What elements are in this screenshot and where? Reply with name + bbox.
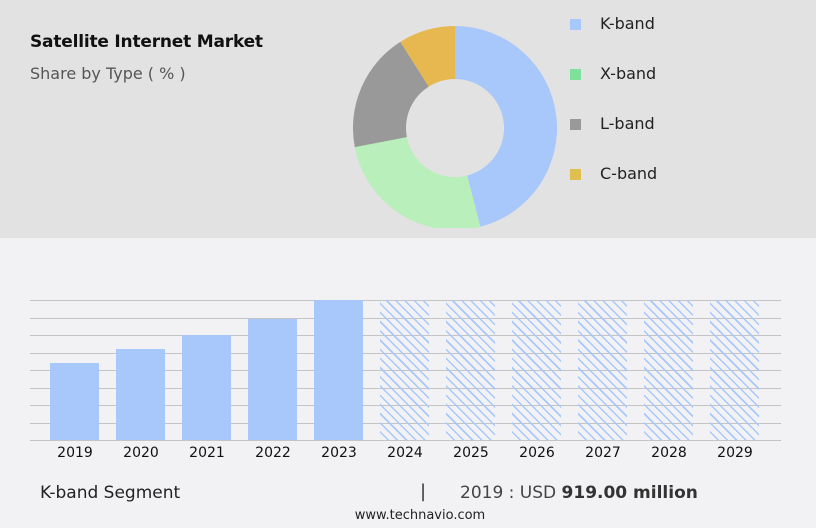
x-axis-label: 2024 xyxy=(387,445,423,461)
x-axis-label: 2029 xyxy=(717,445,753,461)
bar-2027 xyxy=(578,300,627,440)
donut-slice-x-band xyxy=(354,137,481,228)
bar-2024 xyxy=(380,300,429,440)
donut-clip xyxy=(0,0,816,228)
segment-value: 2019 : USD 919.00 million xyxy=(460,483,698,503)
x-axis-label: 2026 xyxy=(519,445,555,461)
chart-subtitle: Share by Type ( % ) xyxy=(30,64,186,83)
x-axis-label: 2025 xyxy=(453,445,489,461)
legend-swatch xyxy=(570,119,581,130)
share-panel: Satellite Internet Market Share by Type … xyxy=(0,0,816,238)
bar-2023 xyxy=(314,300,363,440)
segment-label: K-band Segment xyxy=(40,483,181,503)
bar-2025 xyxy=(446,300,495,440)
bar-2022 xyxy=(248,319,297,440)
x-axis-label: 2019 xyxy=(57,445,93,461)
x-axis-label: 2021 xyxy=(189,445,225,461)
source-url: www.technavio.com xyxy=(354,508,486,523)
legend-label: L-band xyxy=(600,114,655,133)
donut-chart xyxy=(353,26,557,228)
x-axis-label: 2020 xyxy=(123,445,159,461)
footer-separator: | xyxy=(420,481,427,502)
bar-2026 xyxy=(512,300,561,440)
bar-chart: 2019 2020 2021 2022 2023 2024 2025 2026 2027 2028… xyxy=(0,238,816,478)
gridline xyxy=(30,440,781,441)
bar-2028 xyxy=(644,300,693,440)
legend-swatch xyxy=(570,69,581,80)
legend-swatch xyxy=(570,169,581,180)
x-axis-label: 2023 xyxy=(321,445,357,461)
x-axis-label: 2022 xyxy=(255,445,291,461)
value-prefix: 2019 : USD xyxy=(460,483,562,503)
bar-2029 xyxy=(710,300,759,440)
legend-label: C-band xyxy=(600,164,658,183)
bar-2019 xyxy=(50,363,99,440)
donut-slice-k-band xyxy=(455,26,557,227)
legend-swatch xyxy=(570,19,581,30)
donut-slice-l-band xyxy=(353,41,429,148)
x-axis-label: 2027 xyxy=(585,445,621,461)
bar-2020 xyxy=(116,349,165,440)
x-axis-label: 2028 xyxy=(651,445,687,461)
donut-slice-c-band xyxy=(400,26,455,87)
bar-2021 xyxy=(182,335,231,440)
value-amount: 919.00 million xyxy=(561,483,698,503)
chart-title: Satellite Internet Market xyxy=(30,32,263,52)
legend-label: K-band xyxy=(600,14,655,33)
legend-label: X-band xyxy=(600,64,657,83)
